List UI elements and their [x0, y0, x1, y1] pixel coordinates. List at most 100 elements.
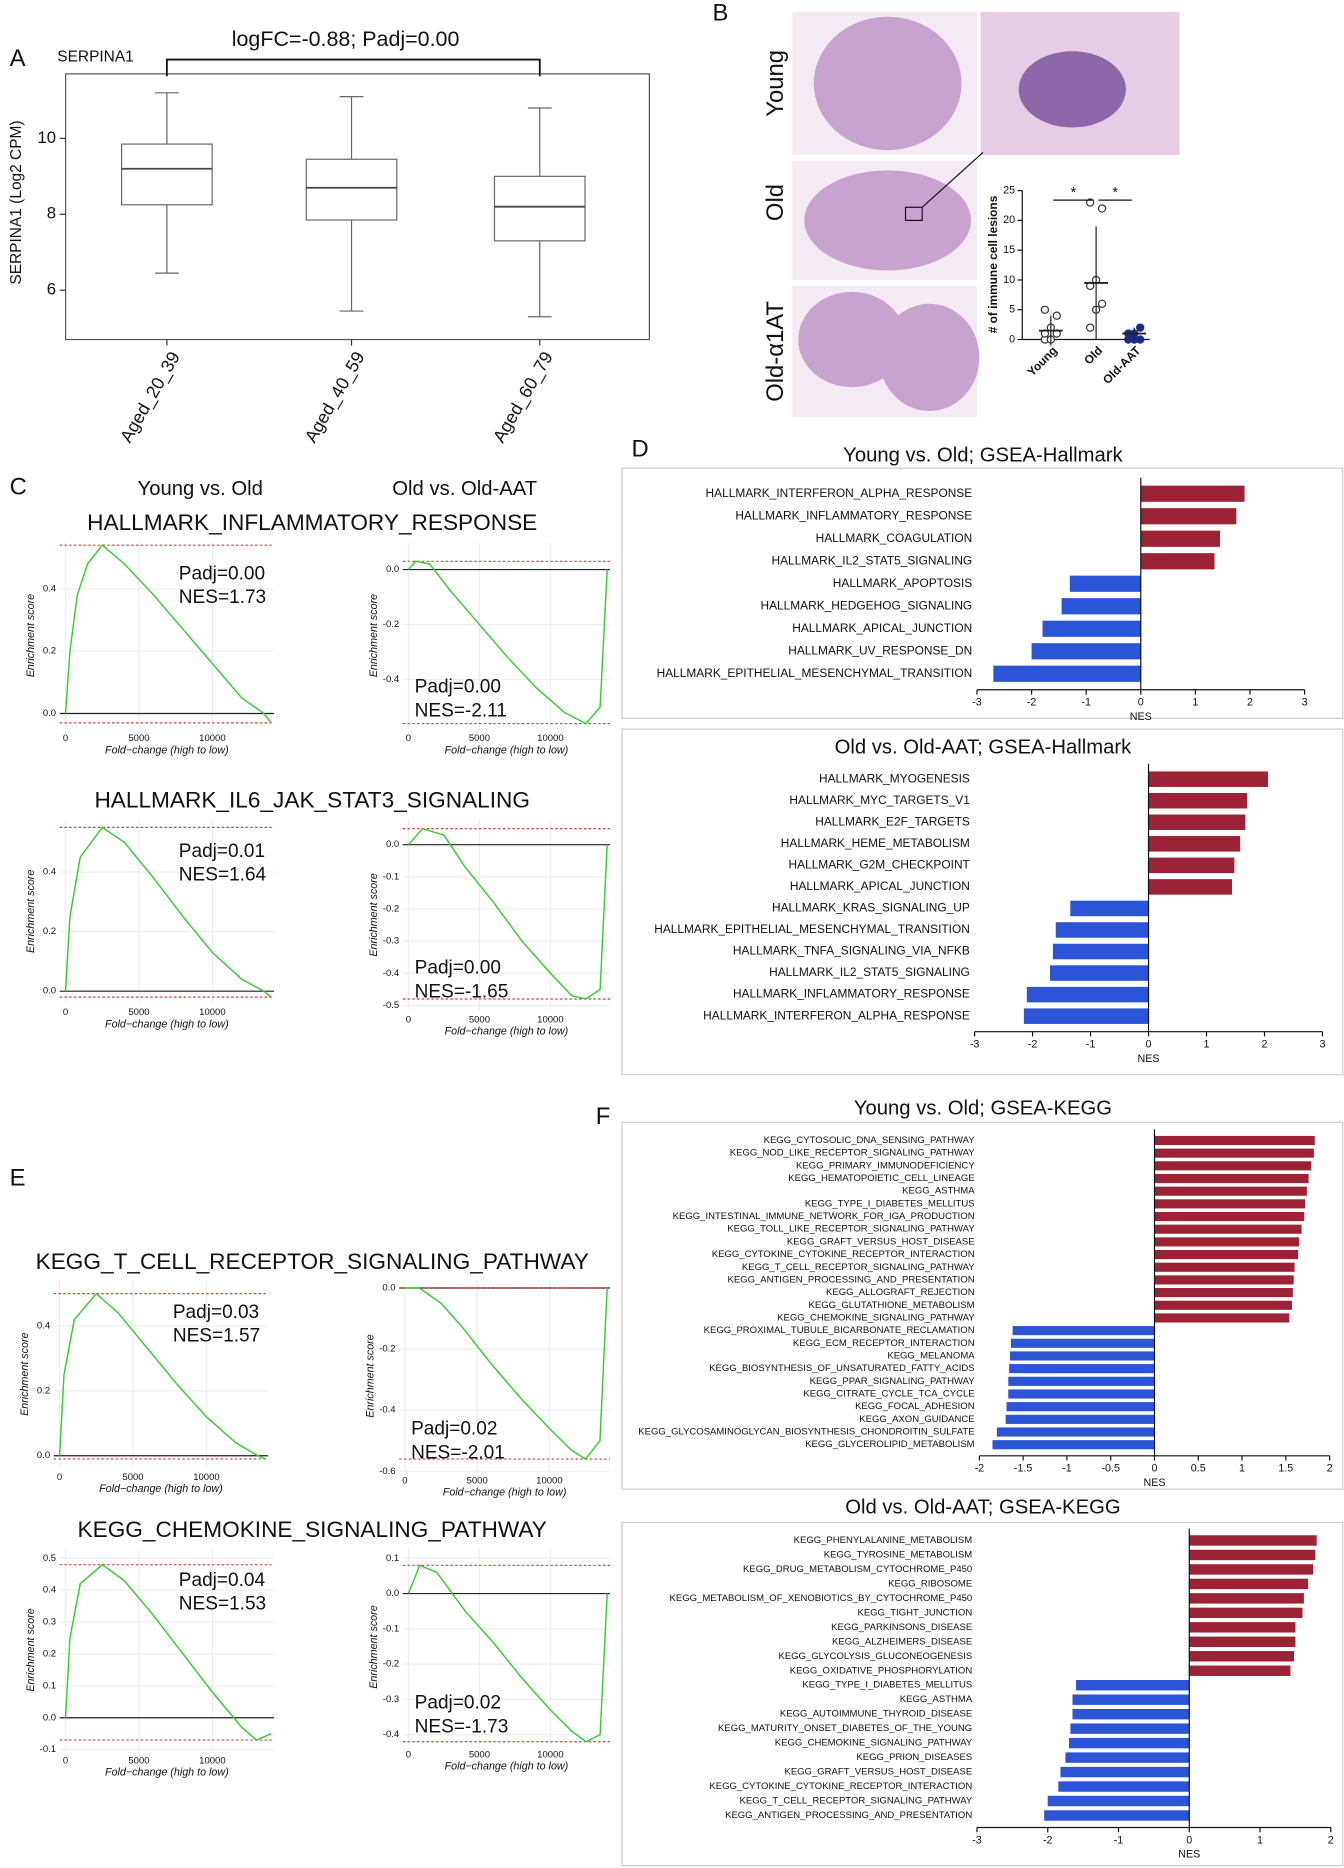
annotation: NES=-2.01 [411, 1442, 505, 1463]
panel-label: E [10, 1165, 26, 1192]
annotation: logFC=-0.88; Padj=0.00 [232, 27, 460, 51]
y-tick-label: 10 [1003, 274, 1015, 286]
y-axis-label: Enrichment score [25, 1608, 37, 1691]
x-tick-label: 2 [1328, 1834, 1334, 1846]
bar [1154, 1262, 1295, 1272]
bar [1042, 620, 1141, 637]
category-label: KEGG_INTESTINAL_IMMUNE_NETWORK_FOR_IGA_P… [673, 1211, 975, 1222]
annotation: NES=1.53 [179, 1594, 266, 1615]
y-tick-label: -0.2 [383, 619, 399, 630]
chart-title: SERPINA1 [57, 48, 134, 65]
chart-title: Old vs. Old-AAT; GSEA-KEGG [845, 1497, 1120, 1519]
y-tick-label: 0.2 [43, 646, 56, 657]
x-tick-label: 5000 [469, 1749, 490, 1760]
x-axis-label: NES [1130, 711, 1152, 723]
bar [1189, 1549, 1316, 1561]
bracket [165, 58, 541, 77]
y-tick-label: -0.2 [379, 1344, 395, 1355]
x-tick-label: -1 [1062, 1463, 1072, 1475]
y-axis-label: Enrichment score [25, 594, 37, 677]
annotation: Padj=0.01 [179, 841, 265, 862]
bar [1154, 1161, 1312, 1171]
bar [1189, 1535, 1317, 1546]
category-label: HALLMARK_INFLAMMATORY_RESPONSE [735, 508, 972, 522]
category-label: HALLMARK_E2F_TARGETS [815, 814, 970, 828]
category-label: KEGG_MELANOMA [887, 1350, 975, 1361]
chart-title: Young vs. Old; GSEA-KEGG [854, 1097, 1112, 1119]
bar [1189, 1665, 1291, 1676]
category-label: HALLMARK_APOPTOSIS [833, 576, 972, 590]
column-title: Young vs. Old [138, 478, 263, 500]
category-label: HALLMARK_KRAS_SIGNALING_UP [772, 901, 970, 915]
bar [1058, 1781, 1190, 1792]
bar [1012, 1326, 1155, 1336]
annotation: NES=-1.65 [415, 981, 509, 1002]
y-tick-label: -0.2 [383, 904, 399, 915]
x-tick-label: -3 [970, 1039, 980, 1051]
bar [1189, 1636, 1296, 1648]
plot-frame [65, 73, 650, 341]
annotation: NES=-1.73 [415, 1716, 509, 1737]
x-tick-label: -2 [1028, 1039, 1038, 1051]
bar [1055, 922, 1149, 938]
y-tick-label: 0.2 [43, 1648, 56, 1659]
chart-title: Old vs. Old-AAT; GSEA-Hallmark [835, 736, 1133, 758]
x-tick-label: 5000 [469, 733, 490, 744]
x-tick-label: 2 [1247, 697, 1253, 709]
chart-title: KEGG_CHEMOKINE_SIGNALING_PATHWAY [78, 1517, 547, 1542]
bar [1006, 1402, 1155, 1412]
box [305, 158, 398, 221]
y-tick-label: -0.1 [383, 1623, 399, 1634]
y-tick-label: 0.4 [43, 583, 57, 594]
image-label: Young [762, 50, 789, 117]
y-tick-label: 8 [47, 204, 56, 223]
x-tick-label: -3 [972, 1834, 982, 1846]
annotation: Padj=0.04 [179, 1570, 266, 1591]
bar [1154, 1173, 1309, 1184]
y-tick-label: 0.2 [43, 926, 56, 937]
category-label: HALLMARK_MYOGENESIS [819, 771, 970, 785]
category-label: KEGG_ANTIGEN_PROCESSING_AND_PRESENTATION [727, 1274, 974, 1285]
category-label: KEGG_TYPE_I_DIABETES_MELLITUS [802, 1680, 972, 1691]
box [121, 143, 213, 206]
point [1052, 311, 1061, 320]
bar [1047, 1795, 1190, 1807]
bar [1010, 1338, 1155, 1348]
panel-frame [621, 1521, 1344, 1867]
point [1097, 204, 1107, 213]
x-tick-label: 10000 [536, 1475, 562, 1486]
image-label: Old [762, 184, 789, 221]
significance-label: * [1112, 185, 1118, 201]
x-tick-label: 5000 [469, 1014, 490, 1025]
y-tick-label: 0.0 [43, 986, 56, 997]
x-tick-label: 10000 [193, 1472, 219, 1483]
enrichment-curve [58, 1292, 266, 1460]
panel-frame [621, 728, 1344, 1076]
chart-title: HALLMARK_INFLAMMATORY_RESPONSE [87, 510, 537, 535]
category-label: HALLMARK_APICAL_JUNCTION [790, 879, 970, 893]
category-label: KEGG_NOD_LIKE_RECEPTOR_SIGNALING_PATHWAY [730, 1148, 975, 1159]
bar [992, 1440, 1155, 1450]
category-label: KEGG_PHENYLALANINE_METABOLISM [794, 1535, 973, 1546]
bar [1140, 553, 1215, 570]
category-label: KEGG_FOCAL_ADHESION [855, 1401, 975, 1412]
category-label: KEGG_CHEMOKINE_SIGNALING_PATHWAY [775, 1738, 973, 1749]
chart-title: Young vs. Old; GSEA-Hallmark [843, 445, 1123, 467]
enrichment-curve [407, 560, 608, 725]
bar [1154, 1237, 1299, 1247]
x-axis-label: Fold−change (high to low) [99, 1483, 223, 1495]
x-axis-label: Fold−change (high to low) [445, 1026, 569, 1038]
x-tick-label: 3 [1319, 1039, 1325, 1051]
x-tick-label: Young [1024, 344, 1059, 379]
x-tick-label: -0.5 [1101, 1463, 1120, 1475]
bar [1154, 1199, 1306, 1209]
bar [993, 665, 1141, 682]
category-label: KEGG_RIBOSOME [888, 1578, 972, 1589]
x-tick-label: 1 [1192, 697, 1198, 709]
category-label: KEGG_AXON_GUIDANCE [859, 1414, 974, 1425]
panel-frame [621, 1121, 1344, 1490]
panel-label: D [631, 436, 648, 463]
bar [1076, 1680, 1190, 1691]
category-label: KEGG_TYPE_I_DIABETES_MELLITUS [805, 1198, 975, 1209]
x-tick-label: -2 [1027, 697, 1037, 709]
